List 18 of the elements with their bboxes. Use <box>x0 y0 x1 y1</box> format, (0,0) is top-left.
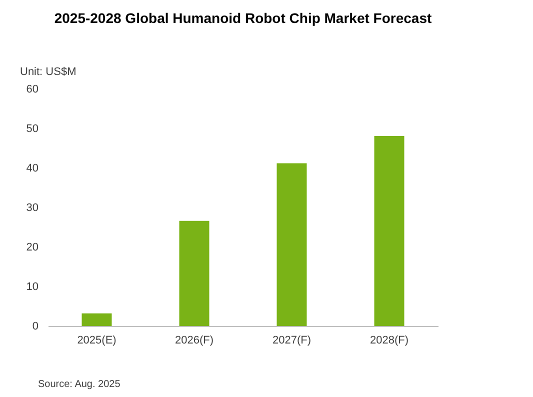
x-tick-label: 2025(E) <box>77 334 116 346</box>
y-tick-label: 60 <box>26 84 38 96</box>
bar <box>82 313 112 326</box>
x-tick-label: 2028(F) <box>370 334 409 346</box>
y-axis-title: Unit: US$M <box>20 66 76 78</box>
y-tick-label: 20 <box>26 242 38 254</box>
bar <box>374 136 404 326</box>
y-tick-label: 30 <box>26 202 38 214</box>
bar <box>276 163 307 326</box>
x-tick-label: 2026(F) <box>174 334 214 346</box>
chart-title: 2025-2028 Global Humanoid Robot Chip Market Forecast <box>54 10 432 26</box>
y-tick-label: 40 <box>26 162 38 174</box>
x-tick-label: 2027(F) <box>272 334 312 346</box>
y-tick-label: 50 <box>26 123 38 135</box>
y-tick-label: 10 <box>26 281 38 293</box>
source-note: Source: Aug. 2025 <box>38 379 121 390</box>
bar <box>179 220 210 326</box>
y-tick-label: 0 <box>32 320 38 332</box>
